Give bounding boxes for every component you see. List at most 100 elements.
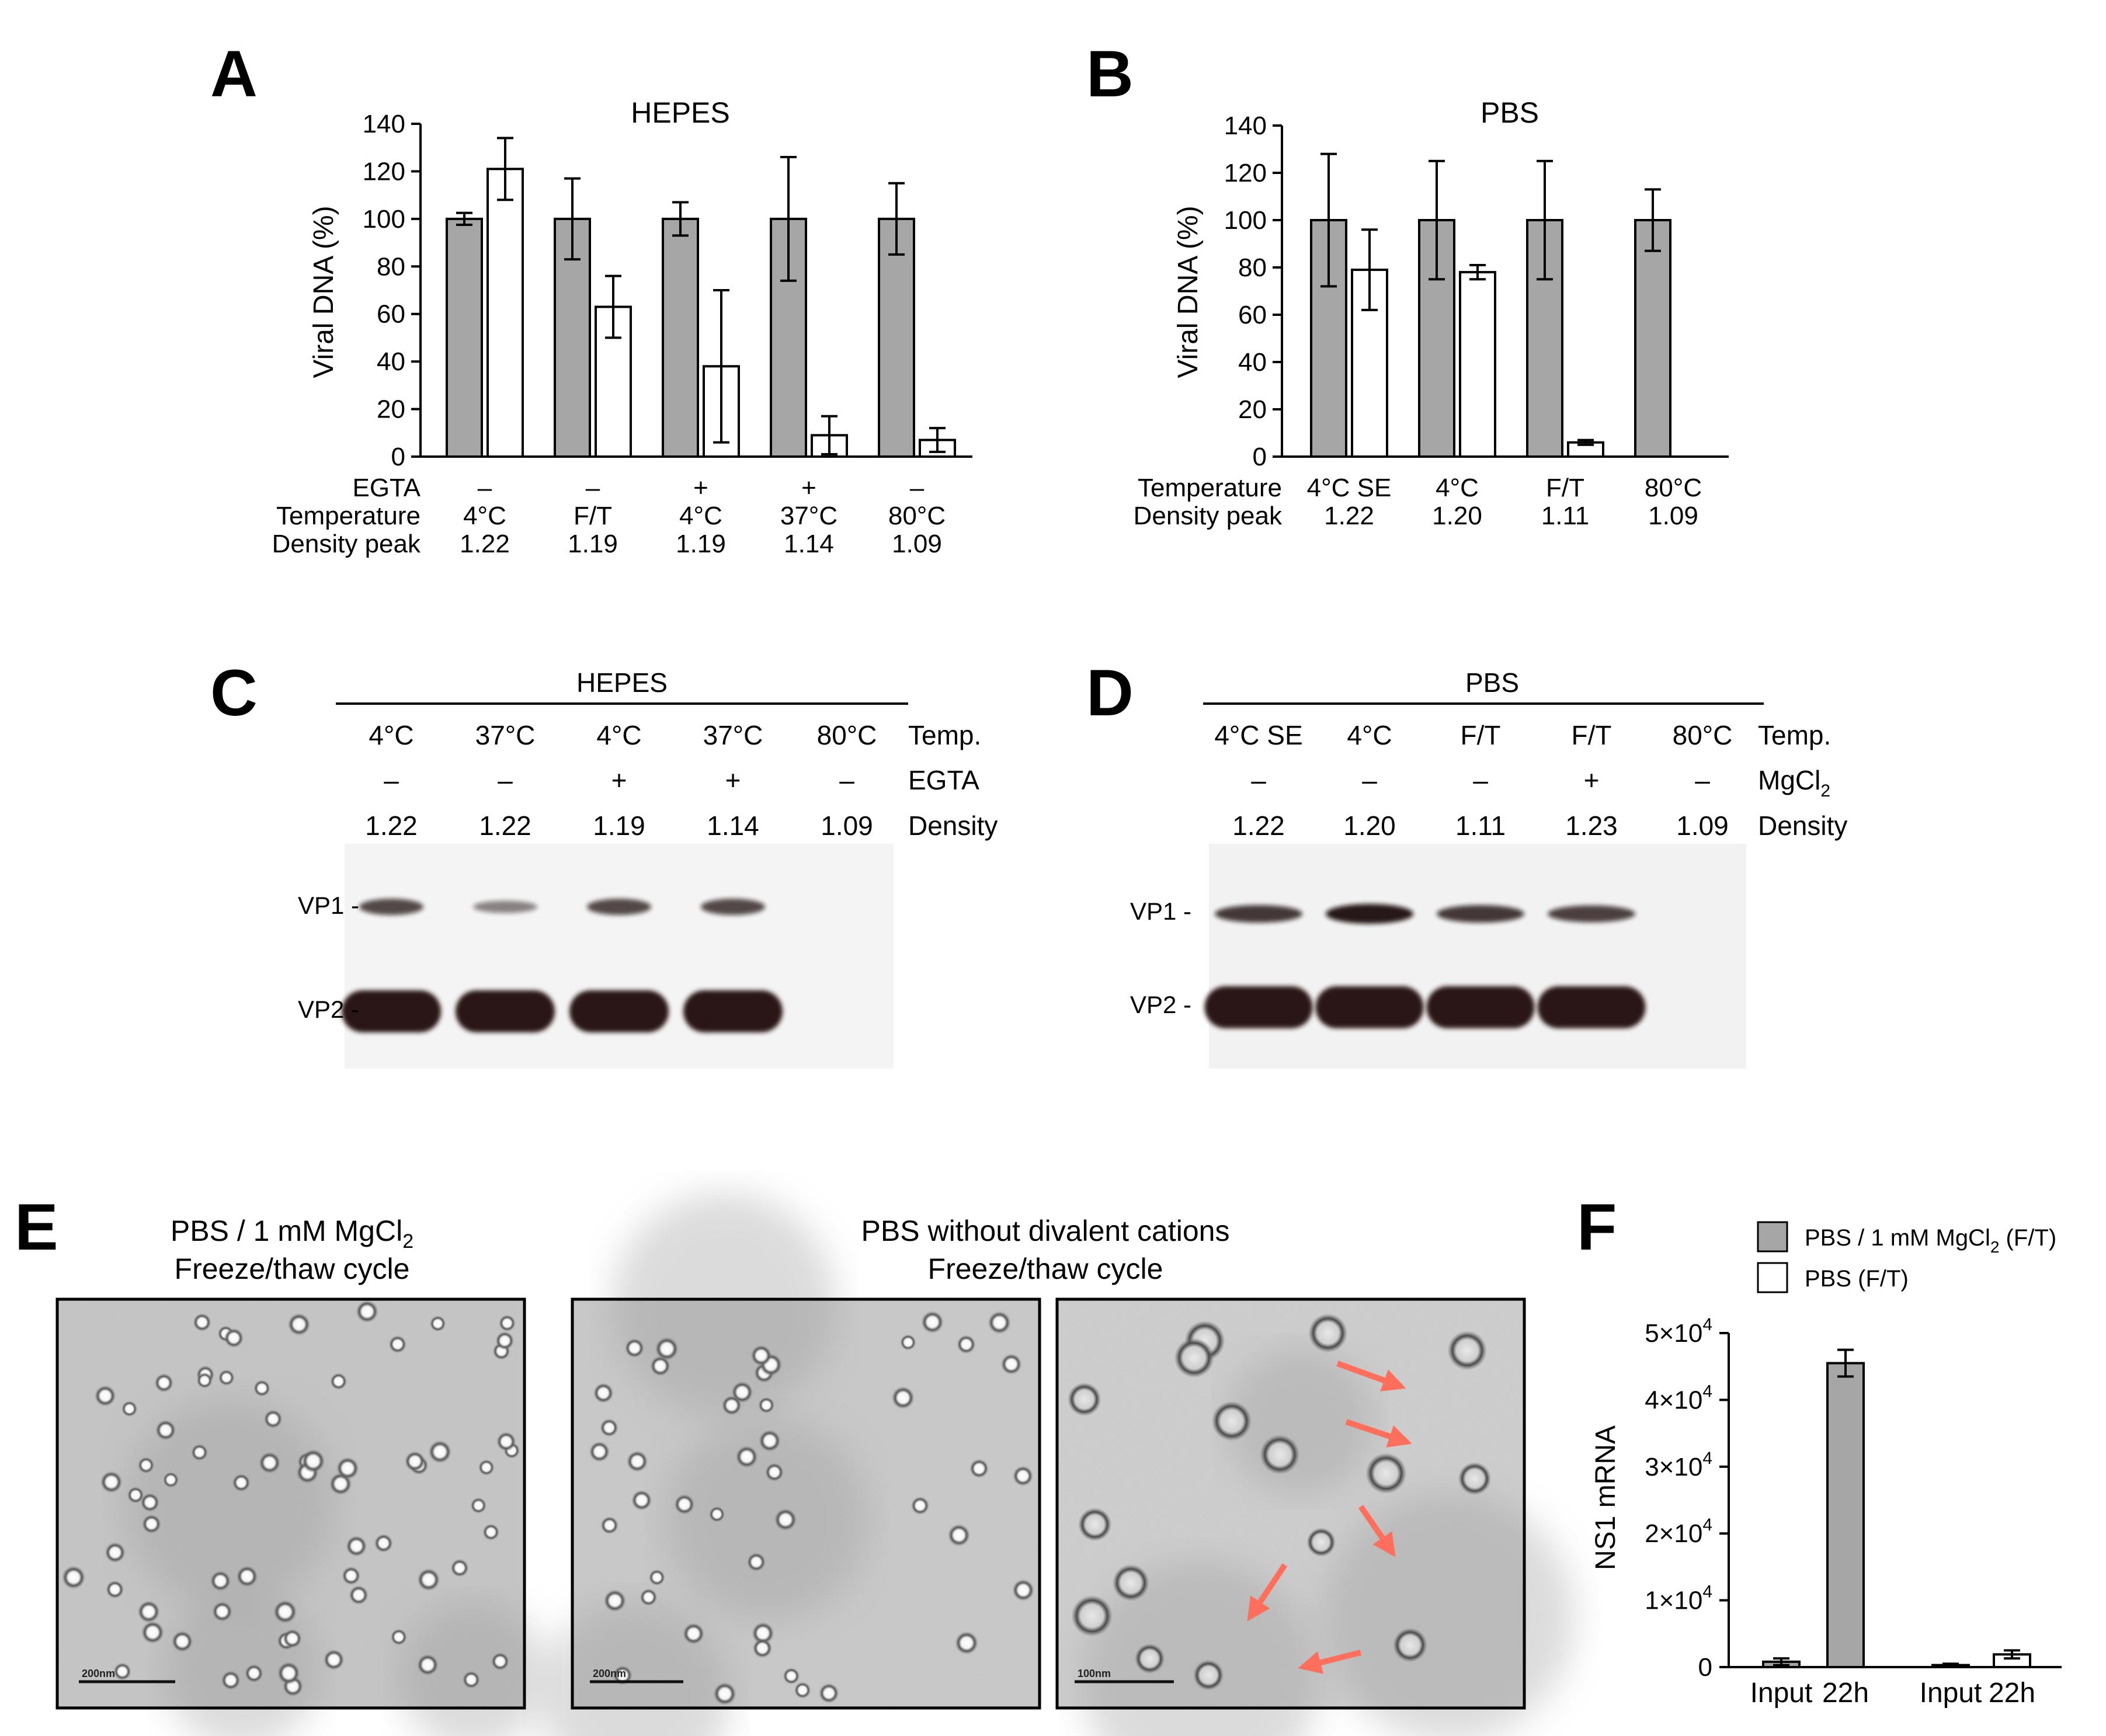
virus-particle <box>61 1565 86 1589</box>
chart-f-ytick-label-1: 1×104 <box>1645 1582 1712 1615</box>
d-lane5-temp: 80°C <box>1673 720 1733 750</box>
chart-f-ytick-label-5: 5×104 <box>1645 1315 1712 1348</box>
chart-f-ytick-label-2: 2×104 <box>1645 1515 1712 1548</box>
c-vp2-band-4 <box>683 990 783 1032</box>
panel-letter-a: A <box>210 37 258 110</box>
virus-particle <box>1000 1354 1022 1375</box>
chart-a-bar-s0-c4 <box>878 217 915 458</box>
chart-f-ylabel: NS1 mRNA <box>1590 1425 1621 1570</box>
virus-particle <box>253 1380 270 1397</box>
panel-letter-b: B <box>1086 37 1134 110</box>
a-col5-density: 1.09 <box>892 530 942 558</box>
virus-particle <box>212 1601 232 1622</box>
chart-b-ytick-label-1: 20 <box>1238 395 1267 424</box>
legend-swatch-mgcl2 <box>1757 1221 1788 1253</box>
virus-particle <box>708 1506 725 1522</box>
virus-particle <box>141 1514 161 1534</box>
virus-particle <box>683 1623 705 1645</box>
d-lane3-density: 1.11 <box>1455 810 1506 841</box>
d-lane1-mgcl2: – <box>1251 765 1266 795</box>
virus-particle <box>1174 1338 1214 1378</box>
c-vp1-band-1 <box>359 899 423 915</box>
virus-particle <box>626 1450 648 1472</box>
chart-b-condition-table: Temperature Density peak 4°C SE 1.22 4°C… <box>1134 474 1702 530</box>
panel-e-micrographs: PBS / 1 mM MgCl2 Freeze/thaw cycle PBS w… <box>55 1192 1575 1736</box>
row-label-temperature: Temperature <box>276 502 420 530</box>
d-lane4-density: 1.23 <box>1565 810 1618 841</box>
legend-mgcl2-text: PBS / 1 mM MgCl <box>1805 1225 1990 1251</box>
legend-label-mgcl2: PBS / 1 mM MgCl2 (F/T) <box>1805 1225 2056 1256</box>
chart-a-ytick-label-6: 120 <box>363 157 405 186</box>
virus-particle <box>491 1652 509 1671</box>
chart-f-ytick-exp-5: 4 <box>1702 1315 1712 1334</box>
c-row-label-density: Density <box>908 810 998 841</box>
a-col5-egta: – <box>910 474 925 502</box>
d-lane1-density: 1.22 <box>1232 810 1285 841</box>
chart-a-ytick-label-1: 20 <box>377 395 405 424</box>
virus-particle <box>1193 1660 1224 1690</box>
virus-particle <box>1458 1462 1492 1495</box>
virus-particle <box>721 1395 742 1415</box>
e-title2-line1: PBS without divalent cations <box>861 1215 1230 1247</box>
panel-d-title: PBS <box>1465 667 1519 698</box>
virus-particle <box>171 1630 193 1652</box>
arrow-5 <box>1298 1650 1362 1674</box>
stain-patch <box>123 1397 336 1610</box>
virus-particle <box>947 1523 971 1547</box>
row-label-egta: EGTA <box>352 474 420 502</box>
virus-particle <box>277 1661 300 1685</box>
virus-particle <box>137 1457 155 1474</box>
d-row-label-temp: Temp. <box>1758 720 1831 750</box>
b-col1-temp: 4°C SE <box>1307 474 1392 502</box>
a-col1-density: 1.22 <box>460 530 510 558</box>
virus-particle <box>416 1654 439 1676</box>
chart-b-title: PBS <box>1481 96 1539 129</box>
chart-f-xlabel-1: 22h <box>1822 1678 1869 1709</box>
chart-a-bar-s1-c0 <box>486 168 524 458</box>
d-vp1-band-4 <box>1548 905 1635 923</box>
scale-bar-2-label: 200nm <box>593 1668 626 1679</box>
virus-particle <box>1447 1331 1487 1370</box>
virus-particle <box>640 1588 658 1606</box>
scale-bar-3-label: 100nm <box>1078 1668 1111 1679</box>
d-vp1-band-3 <box>1437 905 1524 923</box>
panel-c-title: HEPES <box>576 667 668 698</box>
micrograph-2: 200nm <box>541 1192 1041 1736</box>
d-lane5-density: 1.09 <box>1676 810 1729 841</box>
b-col4-temp: 80°C <box>1645 474 1702 502</box>
virus-particle <box>1393 1627 1427 1662</box>
virus-particle <box>121 1400 138 1417</box>
chart-a: HEPES Viral DNA (%) 0 20 40 60 80 100 120 140 E… <box>272 96 972 558</box>
panel-d-membrane <box>1209 844 1746 1069</box>
virus-particle <box>162 1471 179 1488</box>
a-col3-density: 1.19 <box>676 530 726 558</box>
c-lane3-density: 1.19 <box>593 810 645 841</box>
virus-particle <box>613 1665 633 1685</box>
a-col4-temp: 37°C <box>780 502 837 530</box>
virus-particle <box>969 1459 989 1478</box>
c-lane2-temp: 37°C <box>475 720 536 750</box>
chart-f-ytick-mantissa-1: 1×10 <box>1645 1587 1702 1615</box>
chart-f-ytick-mantissa-5: 5×10 <box>1645 1319 1702 1348</box>
virus-particle <box>113 1662 131 1681</box>
b-col2-temp: 4°C <box>1436 474 1479 502</box>
virus-particle <box>735 1445 758 1468</box>
legend-mgcl2-ft: (F/T) <box>1999 1225 2056 1251</box>
d-lane2-temp: 4°C <box>1347 720 1392 750</box>
virus-particle <box>648 1569 665 1586</box>
d-vp2-band-4 <box>1537 986 1646 1028</box>
virus-particle <box>496 1431 516 1452</box>
arrow-2 <box>1345 1419 1412 1448</box>
virus-particle <box>137 1600 160 1623</box>
chart-f-xlabel-3: 22h <box>1989 1678 2035 1709</box>
virus-particle <box>765 1463 784 1482</box>
micrograph-1: 200nm <box>55 1297 547 1736</box>
virus-particle <box>1112 1564 1149 1602</box>
virus-particle <box>988 1311 1011 1334</box>
virus-particle <box>603 1589 627 1612</box>
chart-f-ytick-exp-1: 4 <box>1702 1582 1712 1602</box>
chart-b-bar-s0-c3 <box>1634 219 1671 458</box>
virus-particle <box>746 1552 766 1572</box>
